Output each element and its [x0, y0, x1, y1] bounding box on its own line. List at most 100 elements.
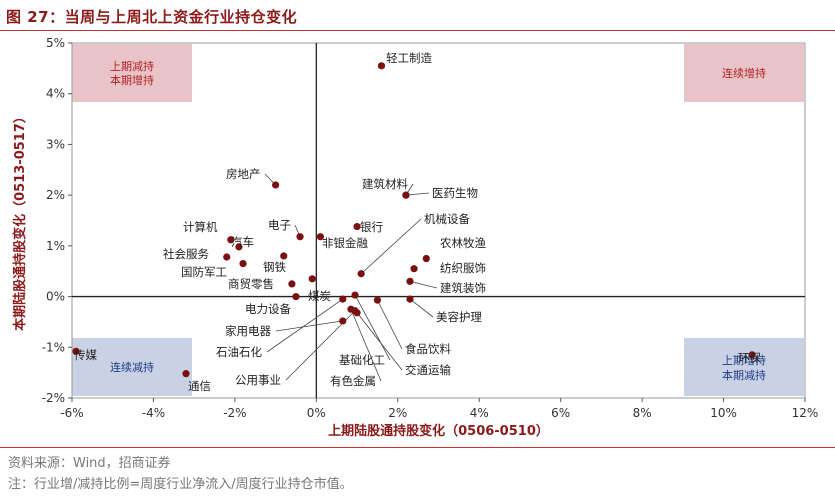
point-label: 轻工制造 [386, 51, 432, 65]
leader-line [356, 312, 403, 371]
x-tick-label: 4% [470, 406, 489, 420]
quadrant-label: 本期减持 [722, 368, 766, 382]
point-label: 银行 [360, 220, 383, 234]
point-label: 煤炭 [308, 289, 331, 303]
point-label: 纺织服饰 [440, 261, 486, 275]
quadrant-label: 上期减持 [110, 59, 154, 73]
point-label: 交通运输 [405, 363, 451, 377]
point-label: 国防军工 [181, 265, 227, 279]
data-point [296, 233, 304, 241]
data-point [406, 277, 414, 285]
point-label: 通信 [188, 379, 211, 393]
leader-line [354, 294, 391, 361]
data-point [235, 243, 243, 251]
y-tick-label: 5% [46, 36, 65, 50]
point-label: 农林牧渔 [440, 236, 486, 250]
point-label: 建筑装饰 [440, 281, 486, 295]
point-label: 商贸零售 [228, 277, 274, 291]
quadrant-label: 连续增持 [722, 66, 766, 80]
title-divider [0, 30, 835, 31]
x-tick-label: -2% [223, 406, 246, 420]
point-label: 石油石化 [216, 345, 262, 359]
data-point [72, 347, 80, 355]
point-label: 非银金融 [322, 236, 368, 250]
y-tick-label: -1% [42, 340, 65, 354]
leader-line [377, 299, 403, 350]
data-point [357, 270, 365, 278]
leader-line [405, 192, 430, 196]
data-point [182, 370, 190, 378]
point-label: 计算机 [183, 220, 218, 234]
leader-line [350, 309, 382, 382]
data-point [353, 222, 361, 231]
y-tick-label: 1% [46, 239, 65, 253]
data-point [239, 260, 247, 268]
point-label: 机械设备 [424, 212, 470, 226]
x-tick-label: -4% [142, 406, 165, 420]
point-label: 电子 [268, 218, 291, 232]
leader-line [266, 298, 344, 353]
data-point [373, 296, 382, 304]
point-label: 电力设备 [245, 302, 291, 316]
quadrant-box [72, 44, 192, 102]
data-point [308, 275, 316, 283]
data-point [406, 295, 414, 303]
y-tick-label: 4% [46, 87, 65, 101]
y-axis-title: 本期陆股通持股变化（0513-0517） [12, 110, 28, 331]
data-point [422, 254, 430, 263]
data-point [292, 292, 300, 301]
point-label: 美容护理 [436, 310, 482, 324]
data-point [223, 253, 231, 261]
data-point [339, 295, 347, 303]
point-label: 医药生物 [432, 186, 478, 200]
point-label: 建筑材料 [362, 177, 408, 191]
point-label: 社会服务 [163, 247, 209, 261]
quadrant-label: 本期增持 [110, 73, 154, 87]
x-tick-label: 0% [307, 406, 326, 420]
x-tick-label: 8% [633, 406, 652, 420]
data-point [280, 252, 288, 260]
y-tick-label: 3% [46, 137, 65, 151]
point-label: 家用电器 [225, 324, 271, 338]
x-tick-label: 12% [792, 406, 819, 420]
leader-line [409, 298, 434, 318]
data-point [347, 305, 355, 313]
y-tick-label: 2% [46, 188, 65, 202]
data-point [353, 309, 361, 317]
data-point [316, 233, 325, 241]
point-label: 基础化工 [339, 353, 385, 367]
y-tick-label: -2% [42, 391, 65, 405]
leader-line [360, 218, 422, 275]
leader-line [275, 320, 343, 332]
data-point [402, 191, 410, 199]
footer-divider [0, 447, 835, 448]
quadrant-box [72, 338, 192, 396]
point-label: 钢铁 [263, 260, 286, 274]
quadrant-box [684, 44, 804, 102]
x-tick-label: 6% [551, 406, 570, 420]
data-point [748, 351, 756, 359]
point-label: 食品饮料 [405, 342, 451, 356]
quadrant-label: 连续减持 [110, 360, 154, 374]
point-label: 公用事业 [235, 373, 281, 387]
data-point [410, 265, 418, 273]
point-label: 传媒 [74, 348, 97, 362]
chart-title: 图 27：当周与上周北上资金行业持仓变化 [6, 8, 298, 26]
x-tick-label: 2% [388, 406, 407, 420]
data-point [227, 236, 235, 244]
y-tick-label: 0% [46, 290, 65, 304]
data-point [272, 181, 280, 189]
data-point [377, 62, 386, 70]
quadrant-box [684, 338, 804, 396]
x-axis-title: 上期陆股通持股变化（0506-0510） [328, 423, 549, 439]
leader-line [409, 280, 438, 289]
point-label: 汽车 [231, 235, 254, 249]
data-point [351, 291, 359, 299]
point-label: 房地产 [226, 167, 261, 181]
data-point [339, 317, 347, 325]
point-label: 环保 [738, 351, 761, 365]
x-tick-label: -6% [60, 406, 83, 420]
note-text: 注：行业增/减持比例=周度行业净流入/周度行业持仓市值。 [8, 477, 353, 492]
source-text: 资料来源：Wind，招商证券 [8, 456, 171, 471]
